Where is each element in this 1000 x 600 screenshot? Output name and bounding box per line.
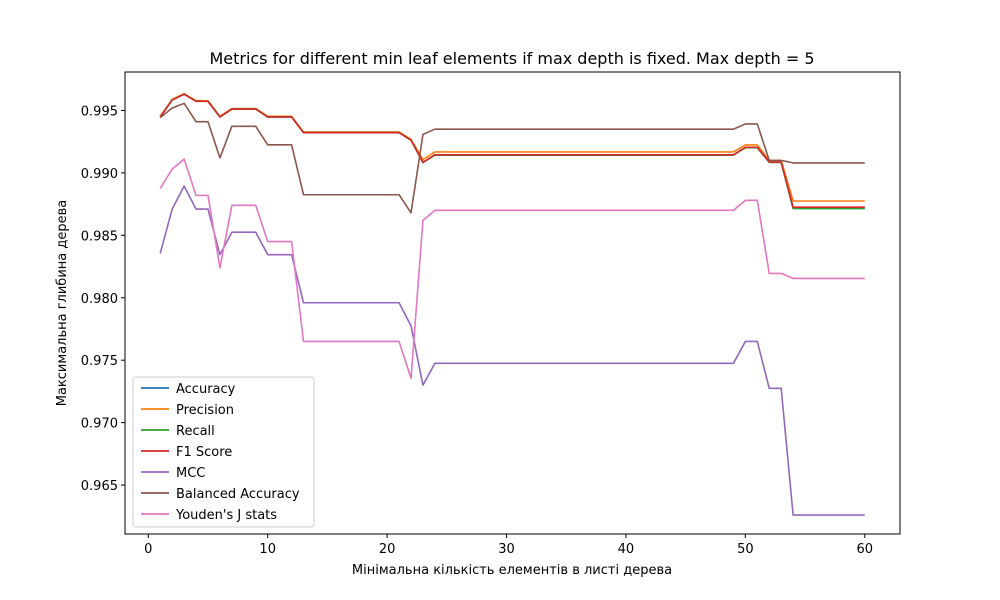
legend-label: Accuracy bbox=[176, 382, 236, 397]
legend-label: Youden's J stats bbox=[175, 508, 277, 523]
x-tick-label: 60 bbox=[856, 542, 873, 557]
y-tick-label: 0.990 bbox=[81, 167, 118, 182]
chart-title: Metrics for different min leaf elements … bbox=[209, 49, 814, 68]
series-line-3 bbox=[159, 93, 865, 209]
x-tick-label: 40 bbox=[618, 542, 635, 557]
plot-frame bbox=[124, 71, 901, 535]
y-tick-label: 0.985 bbox=[81, 229, 118, 244]
series-line-4 bbox=[159, 185, 865, 516]
x-axis: 0 10 20 30 40 50 60 bbox=[144, 534, 873, 557]
y-axis-title: Максимальна глибина дерева bbox=[55, 200, 70, 407]
series-line-6 bbox=[159, 158, 865, 380]
legend-label: Balanced Accuracy bbox=[176, 487, 300, 502]
x-tick-label: 10 bbox=[259, 542, 276, 557]
y-tick-label: 0.970 bbox=[81, 417, 118, 432]
legend-frame bbox=[132, 376, 315, 528]
legend-label: Precision bbox=[176, 403, 234, 418]
legend: Accuracy Precision Recall F1 Score MCC Balanc… bbox=[132, 376, 315, 528]
x-axis-title: Мінімальна кількість елементів в листі д… bbox=[352, 563, 672, 578]
y-tick-label: 0.965 bbox=[81, 479, 118, 494]
series-line-5 bbox=[159, 102, 865, 214]
series-line-1 bbox=[159, 92, 865, 202]
x-tick-label: 30 bbox=[498, 542, 515, 557]
legend-label: MCC bbox=[176, 466, 205, 481]
y-tick-label: 0.980 bbox=[81, 292, 118, 307]
x-tick-label: 20 bbox=[379, 542, 396, 557]
y-tick-label: 0.995 bbox=[81, 104, 118, 119]
series-layer bbox=[159, 92, 865, 516]
x-tick-label: 50 bbox=[737, 542, 754, 557]
y-axis: 0.965 0.970 0.975 0.980 0.985 0.990 0.995 bbox=[81, 104, 125, 494]
legend-label: Recall bbox=[176, 424, 215, 439]
x-tick-label: 0 bbox=[144, 542, 152, 557]
y-tick-label: 0.975 bbox=[81, 354, 118, 369]
legend-label: F1 Score bbox=[176, 445, 232, 460]
